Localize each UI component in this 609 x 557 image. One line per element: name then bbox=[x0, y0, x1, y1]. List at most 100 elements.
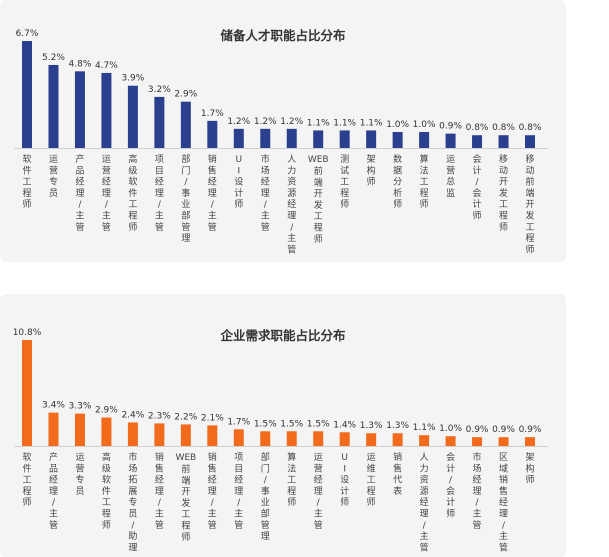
data-label: 1.1% bbox=[307, 118, 330, 128]
svg-text:表: 表 bbox=[393, 485, 402, 497]
svg-text:WEB: WEB bbox=[175, 453, 196, 463]
svg-text:品: 品 bbox=[75, 165, 84, 176]
svg-text:动: 动 bbox=[525, 165, 534, 176]
svg-text:设: 设 bbox=[234, 177, 243, 188]
svg-text:法: 法 bbox=[420, 164, 429, 176]
svg-text:门: 门 bbox=[181, 164, 190, 176]
svg-text:理: 理 bbox=[181, 233, 190, 244]
data-label: 0.9% bbox=[492, 425, 515, 435]
svg-text:理: 理 bbox=[287, 211, 296, 222]
data-label: 6.7% bbox=[16, 29, 39, 39]
svg-text:管: 管 bbox=[75, 221, 84, 233]
bar bbox=[419, 132, 430, 148]
svg-text:人: 人 bbox=[287, 154, 296, 165]
svg-text:软: 软 bbox=[128, 176, 137, 188]
bar bbox=[525, 135, 535, 148]
svg-text:师: 师 bbox=[340, 496, 349, 508]
bar bbox=[498, 135, 509, 148]
category-label: 架构师 bbox=[525, 452, 534, 486]
svg-text:级: 级 bbox=[128, 164, 137, 176]
svg-text:师: 师 bbox=[525, 474, 534, 486]
svg-text:目: 目 bbox=[234, 463, 243, 474]
svg-text:理: 理 bbox=[473, 486, 482, 497]
svg-text:师: 师 bbox=[446, 508, 455, 520]
svg-text:师: 师 bbox=[128, 221, 137, 233]
svg-text:力: 力 bbox=[420, 462, 429, 474]
svg-text:理: 理 bbox=[234, 486, 243, 497]
chart-title: 储备人才职能占比分布 bbox=[220, 28, 346, 43]
bar bbox=[313, 130, 324, 148]
svg-text:资: 资 bbox=[420, 475, 429, 486]
svg-text:监: 监 bbox=[446, 187, 455, 199]
data-label: 1.2% bbox=[280, 117, 303, 127]
svg-text:/: / bbox=[423, 521, 427, 531]
data-label: 0.9% bbox=[439, 122, 462, 132]
svg-text:前: 前 bbox=[181, 463, 190, 475]
svg-text:助: 助 bbox=[128, 530, 137, 542]
bar bbox=[286, 431, 297, 446]
svg-text:理: 理 bbox=[155, 486, 164, 497]
category-label: 会计/会计师 bbox=[473, 153, 482, 222]
svg-text:据: 据 bbox=[393, 164, 402, 176]
svg-text:主: 主 bbox=[75, 210, 84, 222]
svg-text:经: 经 bbox=[49, 474, 58, 486]
svg-text:程: 程 bbox=[102, 509, 111, 520]
svg-text:前: 前 bbox=[314, 165, 323, 177]
bar bbox=[286, 128, 297, 148]
svg-text:员: 员 bbox=[128, 509, 137, 520]
svg-text:/: / bbox=[476, 178, 480, 188]
svg-text:项: 项 bbox=[234, 452, 243, 463]
bar bbox=[260, 128, 271, 148]
svg-text:管: 管 bbox=[261, 221, 270, 233]
bar bbox=[366, 433, 377, 446]
svg-text:经: 经 bbox=[473, 474, 482, 486]
svg-text:程: 程 bbox=[181, 521, 190, 532]
svg-text:项: 项 bbox=[155, 154, 164, 165]
svg-text:移: 移 bbox=[499, 153, 508, 165]
svg-text:经: 经 bbox=[155, 176, 164, 188]
svg-text:市: 市 bbox=[473, 451, 482, 463]
data-label: 2.3% bbox=[148, 411, 171, 421]
svg-text:U: U bbox=[235, 155, 242, 165]
svg-text:程: 程 bbox=[128, 211, 137, 222]
svg-text:部: 部 bbox=[261, 451, 270, 463]
svg-text:程: 程 bbox=[367, 486, 376, 497]
data-label: 1.3% bbox=[386, 421, 409, 431]
svg-text:经: 经 bbox=[314, 474, 323, 486]
data-label: 3.3% bbox=[69, 402, 92, 412]
svg-text:工: 工 bbox=[367, 476, 376, 486]
svg-text:主: 主 bbox=[261, 210, 270, 222]
svg-text:经: 经 bbox=[261, 176, 270, 188]
svg-text:会: 会 bbox=[473, 153, 482, 165]
svg-text:工: 工 bbox=[22, 178, 31, 188]
svg-text:主: 主 bbox=[155, 508, 164, 520]
svg-text:管: 管 bbox=[499, 541, 508, 553]
data-label: 1.2% bbox=[227, 117, 250, 127]
svg-text:发: 发 bbox=[525, 210, 534, 222]
svg-text:I: I bbox=[237, 166, 240, 176]
data-label: 4.7% bbox=[95, 61, 118, 71]
svg-text:业: 业 bbox=[181, 199, 190, 210]
svg-text:管: 管 bbox=[473, 519, 482, 531]
bar bbox=[339, 432, 350, 446]
svg-text:管: 管 bbox=[314, 519, 323, 531]
svg-text:/: / bbox=[264, 200, 268, 210]
svg-text:理: 理 bbox=[261, 531, 270, 542]
svg-text:市: 市 bbox=[261, 153, 270, 165]
bar bbox=[48, 64, 59, 148]
svg-text:师: 师 bbox=[102, 519, 111, 531]
data-label: 2.2% bbox=[174, 412, 197, 422]
svg-text:经: 经 bbox=[75, 176, 84, 188]
bar bbox=[207, 120, 218, 148]
svg-text:经: 经 bbox=[499, 496, 508, 508]
